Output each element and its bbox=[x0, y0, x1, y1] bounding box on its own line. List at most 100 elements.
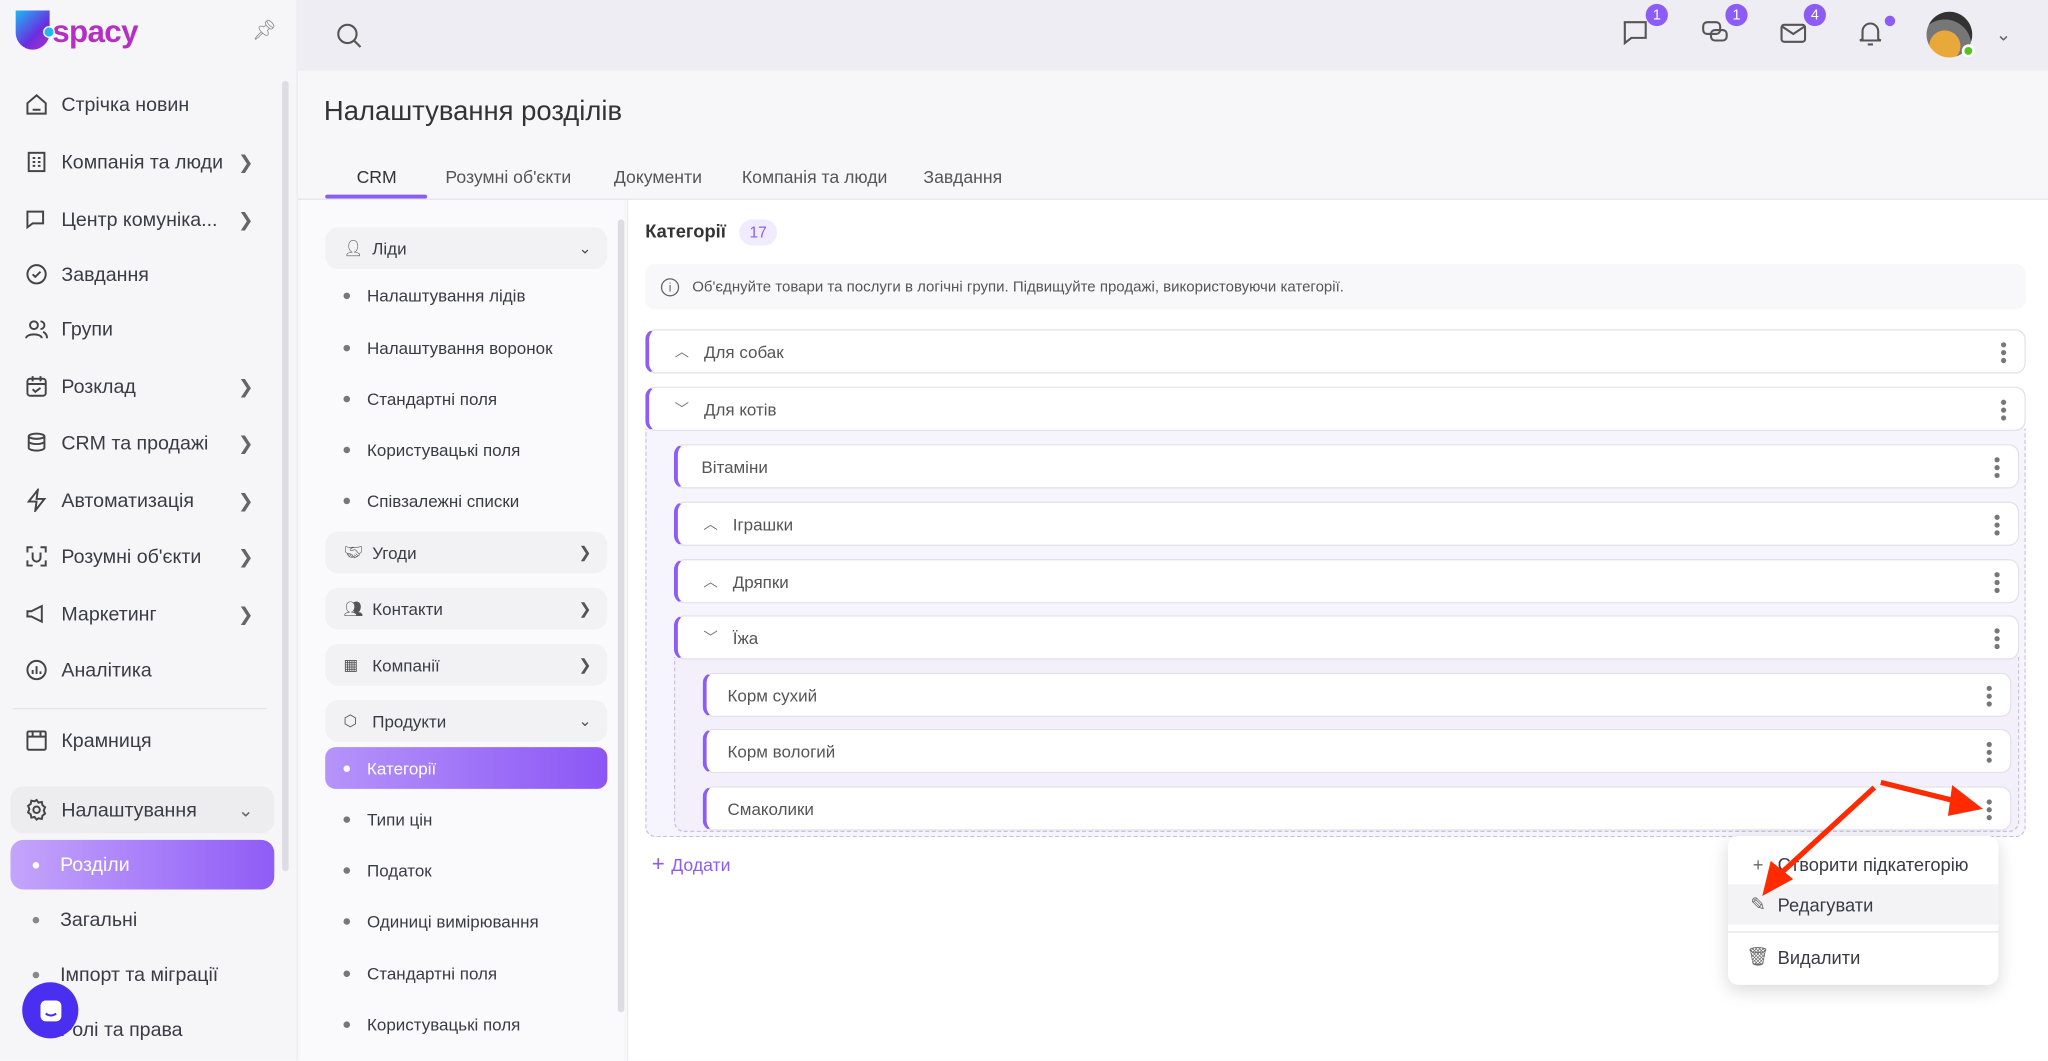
more-options-icon[interactable] bbox=[2000, 342, 2007, 364]
more-options-icon[interactable] bbox=[1986, 741, 1992, 763]
sidebar-item-marketing[interactable]: Маркетинг ❯ bbox=[10, 590, 274, 637]
nav-item[interactable]: Одиниці вимірювання bbox=[325, 900, 607, 942]
category-row[interactable]: Корм вологий bbox=[702, 728, 2012, 774]
more-options-icon[interactable] bbox=[1994, 514, 2000, 536]
sidebar-item-store[interactable]: Крамниця bbox=[10, 717, 274, 764]
menu-item-label: Редагувати bbox=[1777, 894, 1874, 915]
mail-icon[interactable]: 4 bbox=[1779, 3, 1826, 49]
sidebar: spacy 📌︎ Стрічка новин Компанія та люди ❯… bbox=[0, 0, 298, 1061]
nav-item[interactable]: Типи цін bbox=[325, 798, 607, 840]
nav-item[interactable]: Налаштування лідів bbox=[325, 274, 607, 316]
nav-item[interactable]: Податок bbox=[325, 849, 607, 891]
section-deals[interactable]: 🤝︎ Угоди ❯ bbox=[325, 531, 608, 574]
sidebar-item-news[interactable]: Стрічка новин bbox=[10, 81, 274, 128]
section-contacts[interactable]: 👥︎ Контакти ❯ bbox=[325, 587, 608, 630]
sidebar-subitem-import[interactable]: Імпорт та міграції bbox=[10, 950, 274, 1000]
tab-tasks[interactable]: Завдання bbox=[923, 167, 1003, 187]
category-row[interactable]: Корм сухий bbox=[702, 672, 2012, 718]
category-row[interactable]: ︿ Дряпки bbox=[673, 559, 2020, 604]
sidebar-item-communication[interactable]: Центр комуніка... ❯ bbox=[10, 196, 274, 243]
menu-item-label: Створити підкатегорію bbox=[1777, 853, 1969, 875]
top-bar bbox=[297, 0, 2048, 71]
section-leads[interactable]: 👤︎ Ліди ⌄ bbox=[325, 227, 608, 270]
check-circle-icon bbox=[24, 261, 50, 287]
lightning-icon bbox=[24, 487, 50, 513]
logo[interactable]: spacy bbox=[15, 10, 139, 50]
sidebar-item-settings[interactable]: Налаштування ⌄ bbox=[10, 786, 275, 834]
sidebar-item-tasks[interactable]: Завдання bbox=[10, 251, 274, 298]
user-plus-icon: 👤︎ bbox=[343, 239, 364, 258]
nav-item[interactable]: Користувацькі поля bbox=[325, 428, 607, 470]
search-icon[interactable] bbox=[334, 21, 363, 56]
category-label: Для собак bbox=[703, 341, 784, 362]
chevron-up-icon[interactable]: ︿ bbox=[703, 517, 718, 533]
sidebar-item-schedule[interactable]: Розклад ❯ bbox=[10, 363, 274, 410]
more-options-icon[interactable] bbox=[2000, 399, 2007, 421]
category-row[interactable]: ﹀ Їжа bbox=[673, 615, 2020, 660]
nav-item[interactable]: Стандартні поля bbox=[325, 377, 607, 419]
menu-item-label: Видалити bbox=[1777, 946, 1861, 968]
more-options-icon[interactable] bbox=[1994, 628, 2000, 650]
section-nav-panel bbox=[300, 199, 625, 1061]
panel-scrollbar[interactable] bbox=[617, 219, 625, 1013]
nav-item[interactable]: Користувацькі поля bbox=[325, 1003, 607, 1045]
category-row[interactable]: ︿ Іграшки bbox=[673, 501, 2020, 546]
pin-icon[interactable]: 📌︎ bbox=[252, 19, 277, 42]
section-products[interactable]: ⬡ Продукти ⌄ bbox=[325, 700, 608, 742]
nav-item[interactable]: Стандартні поля bbox=[325, 952, 607, 994]
chevron-right-icon: ❯ bbox=[238, 545, 254, 567]
support-chat-button[interactable] bbox=[22, 982, 79, 1039]
section-companies[interactable]: ▦ Компанії ❯ bbox=[325, 643, 608, 686]
sidebar-scrollbar[interactable] bbox=[282, 80, 289, 872]
chevron-down-icon[interactable]: ﹀ bbox=[703, 630, 718, 647]
sidebar-item-company[interactable]: Компанія та люди ❯ bbox=[10, 138, 274, 185]
chat-icon[interactable]: 1 bbox=[1621, 3, 1668, 49]
sidebar-item-crm[interactable]: CRM та продажі ❯ bbox=[10, 419, 274, 466]
tab-crm[interactable]: CRM bbox=[356, 167, 397, 187]
nav-item[interactable]: Співзалежні списки bbox=[325, 479, 607, 521]
add-category-button[interactable]: + Додати bbox=[652, 852, 731, 878]
menu-item-create-subcategory[interactable]: + Створити підкатегорію bbox=[1728, 844, 1998, 884]
page-title: Налаштування розділів bbox=[323, 96, 623, 127]
pencil-icon: ✎ bbox=[1750, 893, 1766, 915]
section-label: Компанії bbox=[372, 655, 440, 675]
sidebar-subitem-sections[interactable]: Розділи bbox=[10, 839, 275, 890]
tab-documents[interactable]: Документи bbox=[613, 167, 702, 187]
contacts-icon: 👥︎ bbox=[343, 599, 364, 618]
sidebar-item-groups[interactable]: Групи bbox=[10, 306, 274, 353]
tab-company[interactable]: Компанія та люди bbox=[741, 167, 888, 187]
arrow-to-menu-button bbox=[1880, 779, 1960, 805]
unread-dot bbox=[1884, 15, 1896, 27]
more-options-icon[interactable] bbox=[1986, 799, 1992, 821]
sidebar-subitem-label: Розділи bbox=[60, 853, 130, 876]
tab-smart-objects[interactable]: Розумні об'єкти bbox=[445, 167, 572, 187]
nav-item[interactable]: Налаштування воронок bbox=[325, 327, 607, 369]
chevron-down-icon[interactable]: ⌄ bbox=[1995, 23, 2012, 45]
sidebar-subitem-general[interactable]: Загальні bbox=[10, 895, 274, 945]
more-options-icon[interactable] bbox=[1994, 457, 2000, 479]
menu-item-edit[interactable]: ✎ Редагувати bbox=[1727, 884, 1999, 925]
menu-item-delete[interactable]: 🗑︎ Видалити bbox=[1728, 936, 1998, 976]
category-row[interactable]: Вітаміни bbox=[673, 444, 2020, 489]
more-options-icon[interactable] bbox=[1994, 572, 2000, 593]
sidebar-item-automation[interactable]: Автоматизація ❯ bbox=[10, 477, 274, 524]
messages-icon[interactable]: 1 bbox=[1701, 3, 1748, 49]
sidebar-subitem-label: Імпорт та міграції bbox=[60, 963, 219, 986]
category-row[interactable]: Смаколики bbox=[702, 786, 2012, 831]
avatar[interactable] bbox=[1926, 11, 1975, 58]
active-tab-indicator bbox=[325, 194, 428, 199]
section-label: Ліди bbox=[372, 238, 407, 258]
sidebar-item-label: Завдання bbox=[61, 263, 149, 286]
chevron-down-icon[interactable]: ﹀ bbox=[674, 402, 689, 418]
users-icon bbox=[24, 316, 50, 342]
category-row[interactable]: ﹀ Для котів bbox=[645, 386, 2026, 432]
category-row[interactable]: ︿ Для собак bbox=[645, 329, 2026, 374]
nav-item-categories[interactable]: Категорії bbox=[325, 747, 608, 789]
chevron-up-icon[interactable]: ︿ bbox=[674, 344, 689, 361]
chevron-up-icon[interactable]: ︿ bbox=[703, 574, 718, 591]
sidebar-item-analytics[interactable]: Аналітика bbox=[10, 647, 274, 694]
bell-icon[interactable] bbox=[1856, 15, 1896, 49]
sidebar-item-smart-objects[interactable]: Розумні об'єкти ❯ bbox=[10, 533, 274, 580]
more-options-icon[interactable] bbox=[1986, 685, 1992, 707]
